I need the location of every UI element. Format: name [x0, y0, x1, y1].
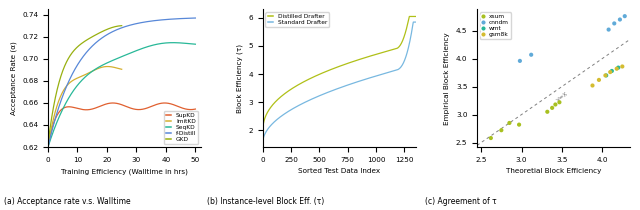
gsm8k — [588, 84, 598, 87]
Text: (c) Agreement of τ: (c) Agreement of τ — [425, 197, 497, 206]
wmt — [607, 69, 617, 73]
cnndm — [604, 28, 614, 31]
xsum — [504, 121, 515, 125]
X-axis label: Theoretial Block Efficiency: Theoretial Block Efficiency — [506, 168, 602, 174]
xsum — [514, 123, 524, 126]
gsm8k — [600, 74, 611, 77]
Y-axis label: Block Efficiency (τ): Block Efficiency (τ) — [236, 44, 243, 113]
xsum — [554, 101, 564, 104]
wmt — [613, 66, 623, 69]
Text: y=x: y=x — [556, 90, 570, 103]
Legend: Distilled Drafter, Standard Drafter: Distilled Drafter, Standard Drafter — [266, 12, 330, 28]
Y-axis label: Empirical Block Efficiency: Empirical Block Efficiency — [444, 32, 451, 125]
Y-axis label: Acceptance Rate (α): Acceptance Rate (α) — [10, 41, 17, 115]
xsum — [496, 129, 506, 132]
xsum — [550, 103, 561, 106]
cnndm — [526, 53, 536, 56]
Legend: xsum, cnndm, wmt, gsm8k: xsum, cnndm, wmt, gsm8k — [480, 12, 511, 39]
xsum — [547, 106, 557, 110]
X-axis label: Sorted Test Data Index: Sorted Test Data Index — [298, 168, 380, 174]
gsm8k — [605, 70, 615, 74]
Text: (a) Acceptance rate v.s. Walltime: (a) Acceptance rate v.s. Walltime — [4, 197, 131, 206]
cnndm — [615, 18, 625, 21]
xsum — [486, 136, 496, 140]
X-axis label: Training Efficiency (Walltime in hrs): Training Efficiency (Walltime in hrs) — [61, 168, 188, 175]
gsm8k — [612, 67, 622, 70]
Text: (b) Instance-level Block Eff. (τ): (b) Instance-level Block Eff. (τ) — [207, 197, 324, 206]
gsm8k — [617, 65, 627, 68]
Legend: SupKD, ImitKD, SeqKD, f-Distill, GKD: SupKD, ImitKD, SeqKD, f-Distill, GKD — [163, 111, 198, 144]
cnndm — [620, 14, 630, 18]
cnndm — [515, 59, 525, 63]
gsm8k — [594, 78, 604, 81]
wmt — [601, 74, 611, 77]
cnndm — [609, 22, 620, 25]
xsum — [542, 110, 552, 113]
